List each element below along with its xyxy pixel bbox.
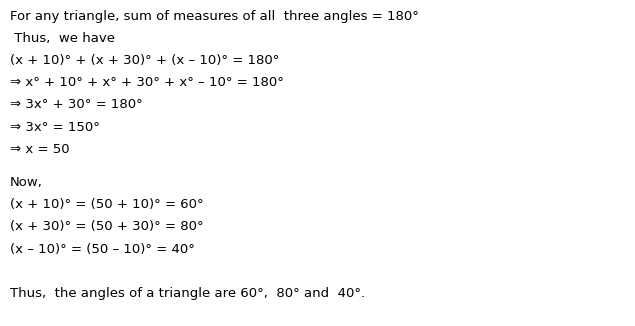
Text: For any triangle, sum of measures of all  three angles = 180°: For any triangle, sum of measures of all…: [10, 10, 418, 23]
Text: (x – 10)° = (50 – 10)° = 40°: (x – 10)° = (50 – 10)° = 40°: [10, 243, 194, 256]
Text: Thus,  we have: Thus, we have: [10, 32, 114, 45]
Text: ⇒ 3x° + 30° = 180°: ⇒ 3x° + 30° = 180°: [10, 98, 142, 111]
Text: (x + 30)° = (50 + 30)° = 80°: (x + 30)° = (50 + 30)° = 80°: [10, 220, 203, 233]
Text: ⇒ x = 50: ⇒ x = 50: [10, 143, 69, 156]
Text: ⇒ x° + 10° + x° + 30° + x° – 10° = 180°: ⇒ x° + 10° + x° + 30° + x° – 10° = 180°: [10, 76, 283, 89]
Text: (x + 10)° = (50 + 10)° = 60°: (x + 10)° = (50 + 10)° = 60°: [10, 198, 203, 211]
Text: Thus,  the angles of a triangle are 60°,  80° and  40°.: Thus, the angles of a triangle are 60°, …: [10, 287, 364, 300]
Text: ⇒ 3x° = 150°: ⇒ 3x° = 150°: [10, 121, 100, 134]
Text: (x + 10)° + (x + 30)° + (x – 10)° = 180°: (x + 10)° + (x + 30)° + (x – 10)° = 180°: [10, 54, 279, 67]
Text: Now,: Now,: [10, 176, 43, 189]
